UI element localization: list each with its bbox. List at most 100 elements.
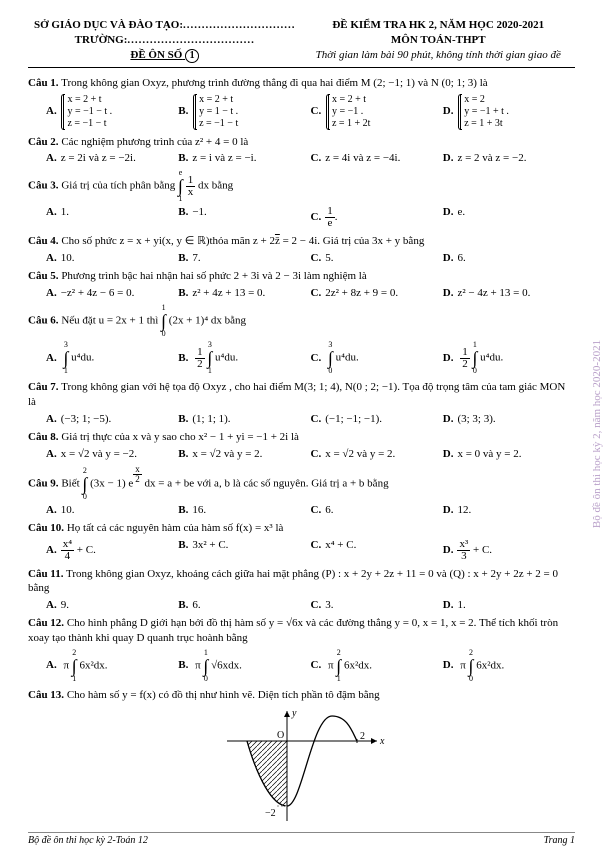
q11-B: B.6.	[178, 599, 310, 611]
q2-B: B.z = i và z = −i.	[178, 152, 310, 164]
q4-B: B.7.	[178, 252, 310, 264]
q5-B: B.z² + 4z + 13 = 0.	[178, 287, 310, 299]
q6-pre: Nếu đặt u = 2x + 1 thì	[61, 315, 161, 327]
question-5: Câu 5. Phương trình bậc hai nhận hai số …	[28, 269, 575, 284]
q7-text: Trong không gian với hệ tọa độ Oxyz , ch…	[28, 381, 565, 408]
q7-num: Câu 7.	[28, 381, 59, 393]
q3-integral: e ∫ 1	[178, 169, 183, 203]
header-right: ĐỀ KIỂM TRA HK 2, NĂM HỌC 2020-2021 MÔN …	[302, 18, 576, 63]
q9-options: A.10. B.16. C.6. D.12.	[46, 504, 575, 516]
q12-Db: 0	[469, 675, 474, 683]
q9-C: C.6.	[311, 504, 443, 516]
q4-tail: = 2 − 4i. Giá trị của 3x + y bằng	[280, 235, 424, 247]
q4-num: Câu 4.	[28, 235, 59, 247]
q11-options: A.9. B.6. C.3. D.1.	[46, 599, 575, 611]
header-left-1: SỞ GIÁO DỤC VÀ ĐÀO TẠO:	[34, 19, 183, 31]
q6-Dbody: u⁴du.	[480, 352, 503, 364]
q3-tail: bằng	[212, 180, 233, 192]
q7-options: A.(−3; 1; −5). B.(1; 1; 1). C.(−1; −1; −…	[46, 413, 575, 425]
q5-text: Phương trình bậc hai nhận hai số phức 2 …	[61, 270, 366, 282]
q10-At: + C.	[74, 544, 96, 556]
q7-A-t: (−3; 1; −5).	[61, 413, 112, 425]
q8-A: A.x = √2 và y = −2.	[46, 448, 178, 460]
q1-C-l2: y = −1 .	[332, 106, 371, 118]
header-left-2: TRƯỜNG:	[75, 34, 128, 46]
q1-options: A. x = 2 + t y = −1 − t . z = −1 − t B. …	[46, 94, 575, 130]
q10-B: B.3x² + C.	[178, 539, 310, 562]
q6-Bbody: u⁴du.	[215, 352, 238, 364]
q4-A-t: 10.	[61, 252, 75, 264]
q9-integral: 2∫0	[82, 467, 87, 501]
q6-tail: bằng	[225, 315, 246, 327]
q12-Dbody: 6x²dx.	[476, 659, 504, 671]
q2-B-t: z = i và z = −i.	[192, 152, 256, 164]
q8-B: B.x = √2 và y = 2.	[178, 448, 310, 460]
header-right-2: MÔN TOÁN-THPT	[302, 33, 576, 48]
question-6: Câu 6. Nếu đặt u = 2x + 1 thì 1∫0 (2x + …	[28, 304, 575, 338]
q7-D-t: (3; 3; 3).	[457, 413, 495, 425]
q9-pre: Biết	[61, 477, 82, 489]
footer: Bộ đề ôn thi học kỳ 2-Toán 12 Trang 1	[28, 832, 575, 846]
q1-A-l3: z = −1 − t	[67, 118, 112, 130]
q4-C: C.5.	[311, 252, 443, 264]
question-1: Câu 1. Trong không gian Oxyz, phương trì…	[28, 76, 575, 91]
q11-num: Câu 11.	[28, 568, 63, 580]
question-2: Câu 2. Các nghiệm phương trình của z² + …	[28, 135, 575, 150]
q3-Ct: .	[335, 211, 338, 223]
q1-D-l3: z = 1 + 3t	[464, 118, 509, 130]
q8-D-t: x = 0 và y = 2.	[457, 448, 521, 460]
q4-C-t: 5.	[325, 252, 333, 264]
q3-dx: dx	[198, 180, 209, 192]
q10-num: Câu 10.	[28, 522, 64, 534]
q11-C-t: 3.	[325, 599, 333, 611]
q8-D: D.x = 0 và y = 2.	[443, 448, 575, 460]
footer-right: Trang 1	[544, 835, 575, 846]
q2-A-t: z = 2i và z = −2i.	[61, 152, 136, 164]
q12-num: Câu 12.	[28, 617, 64, 629]
q12-A: A. π 2∫1 6x²dx.	[46, 649, 178, 683]
q1-C: C. x = 2 + t y = −1 . z = 1 + 2t	[311, 94, 443, 130]
header-left: SỞ GIÁO DỤC VÀ ĐÀO TẠO:.................…	[28, 18, 302, 63]
q13-graph: 2 x y O −2	[217, 706, 387, 826]
q6-Dd: 2	[460, 359, 470, 370]
q7-B-t: (1; 1; 1).	[192, 413, 230, 425]
q6-Db: 0	[472, 367, 477, 375]
q12-B: B. π 1∫0 √6xdx.	[178, 649, 310, 683]
footer-left: Bộ đề ôn thi học kỳ 2-Toán 12	[28, 835, 148, 846]
q6-Bd: 2	[195, 359, 205, 370]
q1-A-l1: x = 2 + t	[67, 94, 112, 106]
q6-ib: 0	[161, 330, 166, 338]
q9-D: D.12.	[443, 504, 575, 516]
q6-B: B. 12 3∫1 u⁴du.	[178, 341, 310, 375]
q1-C-l3: z = 1 + 2t	[332, 118, 371, 130]
question-4: Câu 4. Cho số phức z = x + yi(x, y ∈ ℝ)t…	[28, 234, 575, 249]
q6-integral: 1∫0	[161, 304, 166, 338]
q3-A: A.1.	[46, 206, 178, 229]
q2-A: A.z = 2i và z = −2i.	[46, 152, 178, 164]
q8-C-t: x = √2 và y = 2.	[325, 448, 395, 460]
q9-B-t: 16.	[192, 504, 206, 516]
q10-C-t: x⁴ + C.	[325, 539, 356, 551]
q11-D-t: 1.	[457, 599, 465, 611]
q3-num: Câu 3.	[28, 180, 59, 192]
q7-D: D.(3; 3; 3).	[443, 413, 575, 425]
q7-C: C.(−1; −1; −1).	[311, 413, 443, 425]
q12-D: D. π 2∫0 6x²dx.	[443, 649, 575, 683]
q12-Dp: π	[460, 659, 466, 671]
q3-Cd: e	[325, 218, 335, 229]
q1-D-l1: x = 2	[464, 94, 509, 106]
q12-Bp: π	[195, 659, 201, 671]
q13-num: Câu 13.	[28, 689, 64, 701]
q2-C-t: z = 4i và z = −4i.	[325, 152, 400, 164]
header: SỞ GIÁO DỤC VÀ ĐÀO TẠO:.................…	[28, 18, 575, 68]
q2-text: Các nghiệm phương trình của z² + 4 = 0 l…	[61, 136, 248, 148]
q10-options: A.x⁴4 + C. B.3x² + C. C.x⁴ + C. D.x³3 + …	[46, 539, 575, 562]
q6-options: A. 3∫1 u⁴du. B. 12 3∫1 u⁴du. C. 3∫0 u⁴du…	[46, 341, 575, 375]
q2-D: D.z = 2 và z = −2.	[443, 152, 575, 164]
question-8: Câu 8. Giá trị thực của x và y sao cho x…	[28, 430, 575, 445]
question-9: Câu 9. Biết 2∫0 (3x − 1) ex2 dx = a + be…	[28, 465, 575, 501]
q10-C: C.x⁴ + C.	[311, 539, 443, 562]
q6-D: D. 12 1∫0 u⁴du.	[443, 341, 575, 375]
q3-int-bot: 1	[178, 195, 183, 203]
q6-Cbody: u⁴du.	[336, 352, 359, 364]
